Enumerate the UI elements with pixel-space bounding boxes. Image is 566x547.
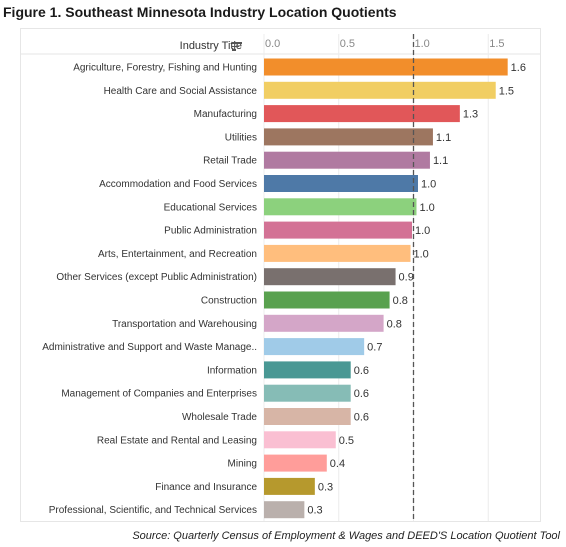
bar[interactable] (264, 384, 351, 402)
category-label: Educational Services (164, 202, 257, 213)
category-label: Utilities (225, 132, 257, 143)
category-label: Finance and Insurance (155, 482, 257, 493)
category-label: Accommodation and Food Services (99, 179, 257, 190)
column-header-label: Industry Title (179, 40, 242, 52)
category-label: Other Services (except Public Administra… (56, 272, 257, 283)
bar[interactable] (264, 431, 336, 449)
bar[interactable] (264, 128, 433, 146)
bar[interactable] (264, 244, 411, 262)
bar[interactable] (264, 314, 384, 332)
x-tick-label: 0.5 (340, 38, 355, 50)
value-label: 1.1 (433, 155, 448, 167)
category-label: Retail Trade (203, 156, 257, 167)
value-label: 0.4 (330, 458, 345, 470)
value-label: 0.5 (339, 435, 354, 447)
value-label: 1.6 (511, 62, 526, 74)
category-label: Health Care and Social Assistance (104, 86, 258, 97)
value-label: 1.0 (414, 248, 429, 260)
value-label: 0.6 (354, 388, 369, 400)
chart-frame (20, 28, 541, 522)
bar[interactable] (264, 198, 417, 216)
value-label: 1.0 (419, 202, 434, 214)
category-label: Transportation and Warehousing (112, 319, 257, 330)
value-label: 1.0 (415, 225, 430, 237)
value-label: 1.1 (436, 132, 451, 144)
category-label: Public Administration (164, 226, 257, 237)
bar[interactable] (264, 454, 327, 472)
value-label: 0.3 (307, 505, 322, 517)
column-header-industry-title[interactable]: Industry Title (0, 40, 256, 52)
bar[interactable] (264, 58, 508, 76)
category-label: Information (207, 365, 257, 376)
x-axis-ticks: 0.0 0.5 1.0 1.5 (265, 38, 505, 50)
bar[interactable] (264, 151, 430, 169)
value-label: 0.7 (367, 342, 382, 354)
value-label: 0.6 (354, 412, 369, 424)
value-label: 1.5 (499, 85, 514, 97)
labels: Agriculture, Forestry, Fishing and Hunti… (42, 62, 526, 517)
category-label: Wholesale Trade (182, 412, 257, 423)
category-label: Real Estate and Rental and Leasing (97, 435, 257, 446)
value-label: 0.6 (354, 365, 369, 377)
value-label: 0.8 (387, 318, 402, 330)
bar[interactable] (264, 338, 365, 356)
category-label: Manufacturing (194, 109, 257, 120)
figure-title: Figure 1. Southeast Minnesota Industry L… (3, 4, 397, 20)
category-label: Arts, Entertainment, and Recreation (98, 249, 257, 260)
x-tick-label: 1.0 (415, 38, 430, 50)
bar[interactable] (264, 408, 351, 425)
value-label: 1.0 (421, 179, 436, 191)
bar[interactable] (264, 175, 418, 192)
bar[interactable] (264, 501, 305, 519)
source-note: Source: Quarterly Census of Employment &… (132, 530, 560, 542)
x-tick-label: 0.0 (265, 38, 280, 50)
bar[interactable] (264, 81, 496, 99)
bar[interactable] (264, 477, 315, 495)
category-label: Agriculture, Forestry, Fishing and Hunti… (73, 63, 257, 74)
category-label: Construction (201, 296, 257, 307)
bars (264, 58, 508, 519)
category-label: Professional, Scientific, and Technical … (49, 505, 257, 516)
bar[interactable] (264, 268, 396, 286)
sort-descending-icon[interactable] (232, 42, 242, 51)
bar[interactable] (264, 221, 413, 239)
category-label: Administrative and Support and Waste Man… (42, 342, 257, 353)
value-label: 0.8 (393, 295, 408, 307)
category-label: Management of Companies and Enterprises (61, 389, 257, 400)
value-label: 0.9 (399, 272, 414, 284)
value-label: 1.3 (463, 109, 478, 121)
bar[interactable] (264, 105, 460, 123)
category-label: Mining (228, 459, 257, 470)
value-label: 0.3 (318, 481, 333, 493)
x-tick-label: 1.5 (489, 38, 504, 50)
bar[interactable] (264, 361, 351, 379)
bar[interactable] (264, 291, 390, 309)
